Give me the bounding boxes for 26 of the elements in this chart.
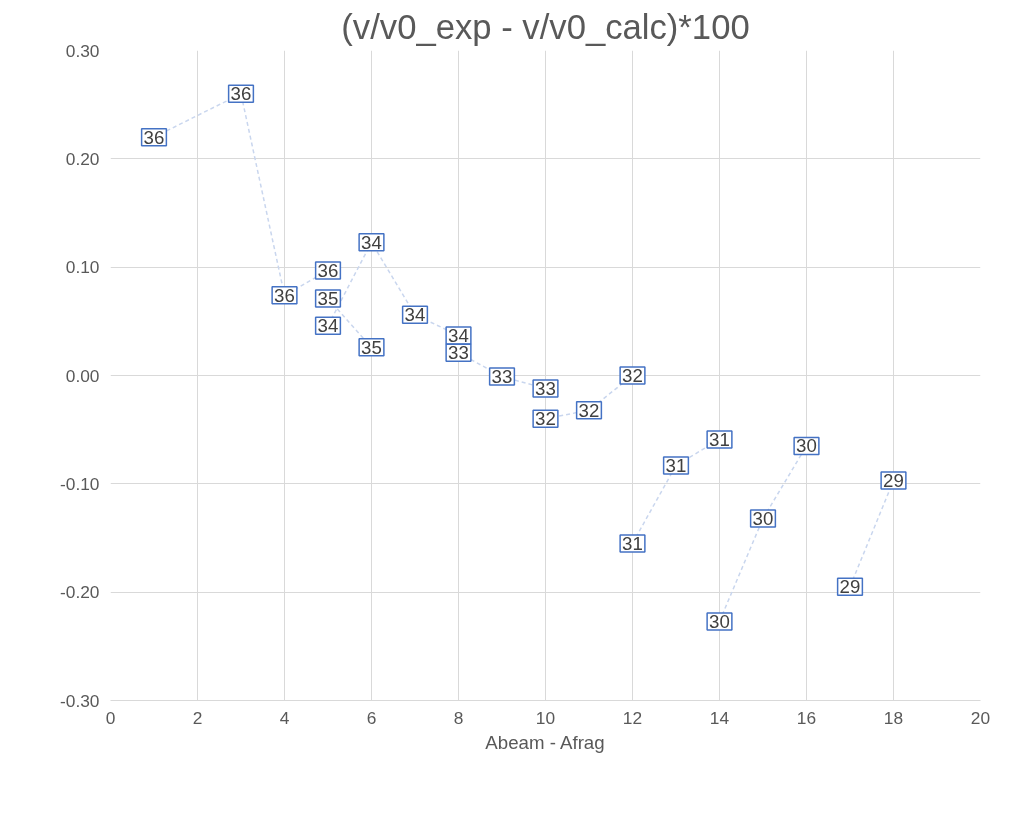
y-tick-label: 0.00 (65, 365, 100, 386)
x-tick-label: 16 (796, 707, 817, 728)
y-tick-label: -0.20 (60, 582, 100, 603)
chart-title: (v/v0_exp - v/v0_calc)*100 (341, 7, 750, 46)
x-tick-label: 14 (709, 707, 730, 728)
x-tick-label: 18 (883, 707, 904, 728)
annotation: 34 (404, 304, 426, 326)
y-tick-label: 0.20 (65, 148, 100, 169)
x-tick-label: 0 (105, 707, 116, 728)
y-tick-label: 0.10 (65, 257, 100, 278)
x-tick-label: 20 (970, 707, 991, 728)
y-tick-label: -0.10 (60, 473, 100, 494)
x-tick-label: 4 (279, 707, 290, 728)
annotation: 36 (143, 126, 165, 148)
annotation: 36 (230, 83, 252, 105)
x-tick-label: 10 (535, 707, 556, 728)
x-tick-label: 2 (192, 707, 203, 728)
x-tick-label: 12 (622, 707, 643, 728)
annotation: 32 (535, 408, 556, 430)
y-tick-label: -0.30 (60, 690, 100, 711)
x-tick-label: 6 (366, 707, 377, 728)
y-tick-label: 0.30 (65, 40, 100, 61)
annotation: 32 (578, 399, 600, 421)
x-axis-title: Abeam - Afrag (485, 731, 605, 753)
x-tick-label: 8 (453, 707, 464, 728)
annotation: 30 (796, 435, 817, 457)
